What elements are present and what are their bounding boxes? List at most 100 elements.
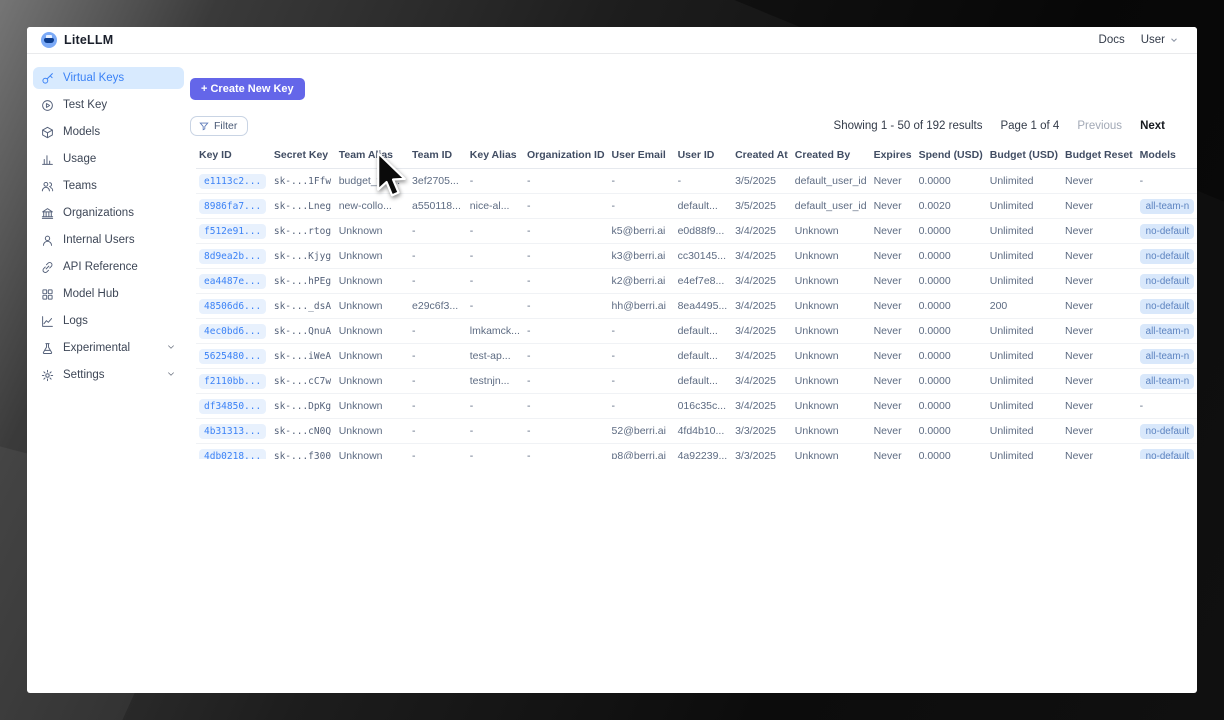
table-cell: 200	[986, 293, 1062, 319]
table-cell: Never	[870, 293, 916, 319]
docs-link[interactable]: Docs	[1098, 34, 1125, 46]
secret-key-cell: sk-...Lneg	[270, 193, 336, 219]
table-cell: Unknown	[791, 243, 871, 269]
column-header-created-at[interactable]: Created At	[732, 144, 792, 169]
table-cell: lmkamck...	[466, 318, 524, 344]
sidebar-item-label: Organizations	[63, 207, 134, 219]
secret-key-cell: sk-...cN0Q	[270, 418, 336, 444]
table-cell: -	[523, 443, 609, 459]
create-new-key-button[interactable]: + Create New Key	[190, 78, 305, 100]
column-header-key-id[interactable]: Key ID	[196, 144, 271, 169]
key-id-pill[interactable]: 5625480...	[199, 349, 267, 364]
column-header-key-alias[interactable]: Key Alias	[466, 144, 524, 169]
column-header-budget-usd-[interactable]: Budget (USD)	[986, 144, 1062, 169]
table-cell: 016c35c...	[674, 393, 733, 419]
pagination-previous-button[interactable]: Previous	[1077, 120, 1123, 132]
models-cell: no-default	[1136, 243, 1197, 269]
column-header-models[interactable]: Models	[1136, 144, 1197, 169]
column-header-organization-id[interactable]: Organization ID	[523, 144, 609, 169]
table-cell: Never	[870, 418, 916, 444]
table-cell: 3/4/2025	[732, 293, 792, 319]
table-cell: default...	[674, 193, 733, 219]
column-header-secret-key[interactable]: Secret Key	[270, 144, 336, 169]
table-cell: Unknown	[335, 343, 410, 369]
sidebar-item-experimental[interactable]: Experimental	[33, 337, 184, 359]
user-menu[interactable]: User	[1141, 34, 1179, 46]
key-id-pill[interactable]: f512e91...	[199, 224, 267, 239]
sidebar-item-label: API Reference	[63, 261, 138, 273]
table-row: 5625480... sk-...iWeA Unknown - test-ap... - -…	[196, 343, 1197, 369]
column-header-expires[interactable]: Expires	[870, 144, 916, 169]
sidebar-item-usage[interactable]: Usage	[33, 148, 184, 170]
key-id-pill[interactable]: e1113c2...	[199, 174, 267, 189]
column-header-spend-usd-[interactable]: Spend (USD)	[915, 144, 987, 169]
sidebar-item-virtual-keys[interactable]: Virtual Keys	[33, 67, 184, 89]
gear-icon	[41, 369, 54, 381]
key-id-pill[interactable]: 4ec0bd6...	[199, 324, 267, 339]
table-cell: -	[1136, 168, 1197, 194]
table-cell: 3/4/2025	[732, 243, 792, 269]
table-cell: 0.0000	[915, 418, 987, 444]
table-cell: Unlimited	[986, 168, 1062, 194]
table-cell: Unknown	[791, 343, 871, 369]
column-header-team-id[interactable]: Team ID	[409, 144, 467, 169]
table-cell: 52@berri.ai	[608, 418, 675, 444]
key-id-cell: 4ec0bd6...	[196, 318, 271, 344]
table-cell: -	[608, 168, 675, 194]
sidebar: Virtual Keys Test Key Models Usage Teams Orga…	[27, 54, 190, 693]
column-header-team-alias[interactable]: Team Alias	[335, 144, 410, 169]
sidebar-item-settings[interactable]: Settings	[33, 364, 184, 386]
key-id-pill[interactable]: 8d9ea2b...	[199, 249, 267, 264]
table-cell: 0.0000	[915, 443, 987, 459]
column-header-created-by[interactable]: Created By	[791, 144, 871, 169]
sidebar-item-models[interactable]: Models	[33, 121, 184, 143]
sidebar-item-organizations[interactable]: Organizations	[33, 202, 184, 224]
key-id-pill[interactable]: 4b31313...	[199, 424, 267, 439]
table-cell: 3/5/2025	[732, 168, 792, 194]
sidebar-item-teams[interactable]: Teams	[33, 175, 184, 197]
table-cell: 3/4/2025	[732, 368, 792, 394]
table-cell: Never	[1061, 318, 1137, 344]
key-id-pill[interactable]: df34850...	[199, 399, 267, 414]
table-cell: Never	[1061, 343, 1137, 369]
column-header-user-email[interactable]: User Email	[608, 144, 675, 169]
key-id-cell: f2110bb...	[196, 368, 271, 394]
sidebar-item-test-key[interactable]: Test Key	[33, 94, 184, 116]
litellm-whale-icon	[41, 32, 57, 48]
table-cell: Never	[870, 368, 916, 394]
key-id-pill[interactable]: 8986fa7...	[199, 199, 267, 214]
key-id-pill[interactable]: 4db0218...	[199, 449, 267, 459]
sidebar-item-label: Logs	[63, 315, 88, 327]
table-cell: Unlimited	[986, 418, 1062, 444]
table-cell: Never	[1061, 418, 1137, 444]
table-cell: test-ap...	[466, 343, 524, 369]
sidebar-item-api-reference[interactable]: API Reference	[33, 256, 184, 278]
sidebar-item-internal-users[interactable]: Internal Users	[33, 229, 184, 251]
key-id-pill[interactable]: ea4487e...	[199, 274, 267, 289]
key-id-pill[interactable]: 48506d6...	[199, 299, 267, 314]
key-id-pill[interactable]: f2110bb...	[199, 374, 267, 389]
filter-button[interactable]: Filter	[190, 116, 249, 136]
table-cell: -	[674, 168, 733, 194]
table-cell: -	[409, 368, 467, 394]
cube-icon	[42, 126, 53, 138]
column-header-user-id[interactable]: User ID	[674, 144, 733, 169]
table-cell: Unknown	[791, 268, 871, 294]
table-cell: 3/3/2025	[732, 418, 792, 444]
model-badge: no-default	[1139, 424, 1195, 439]
table-cell: Unknown	[335, 368, 410, 394]
pagination-next-button[interactable]: Next	[1140, 120, 1165, 132]
sidebar-item-model-hub[interactable]: Model Hub	[33, 283, 184, 305]
sidebar-item-logs[interactable]: Logs	[33, 310, 184, 332]
key-icon	[42, 72, 53, 84]
column-header-budget-reset[interactable]: Budget Reset	[1061, 144, 1137, 169]
table-cell: -	[608, 343, 675, 369]
table-cell: 3ef2705...	[409, 168, 467, 194]
chevron-down-icon	[168, 344, 174, 349]
table-cell: Never	[1061, 393, 1137, 419]
grid-icon	[42, 288, 53, 300]
table-cell: a550118...	[409, 193, 467, 219]
key-id-cell: e1113c2...	[196, 168, 271, 194]
table-cell: -	[466, 218, 524, 244]
sidebar-item-label: Usage	[63, 153, 97, 165]
